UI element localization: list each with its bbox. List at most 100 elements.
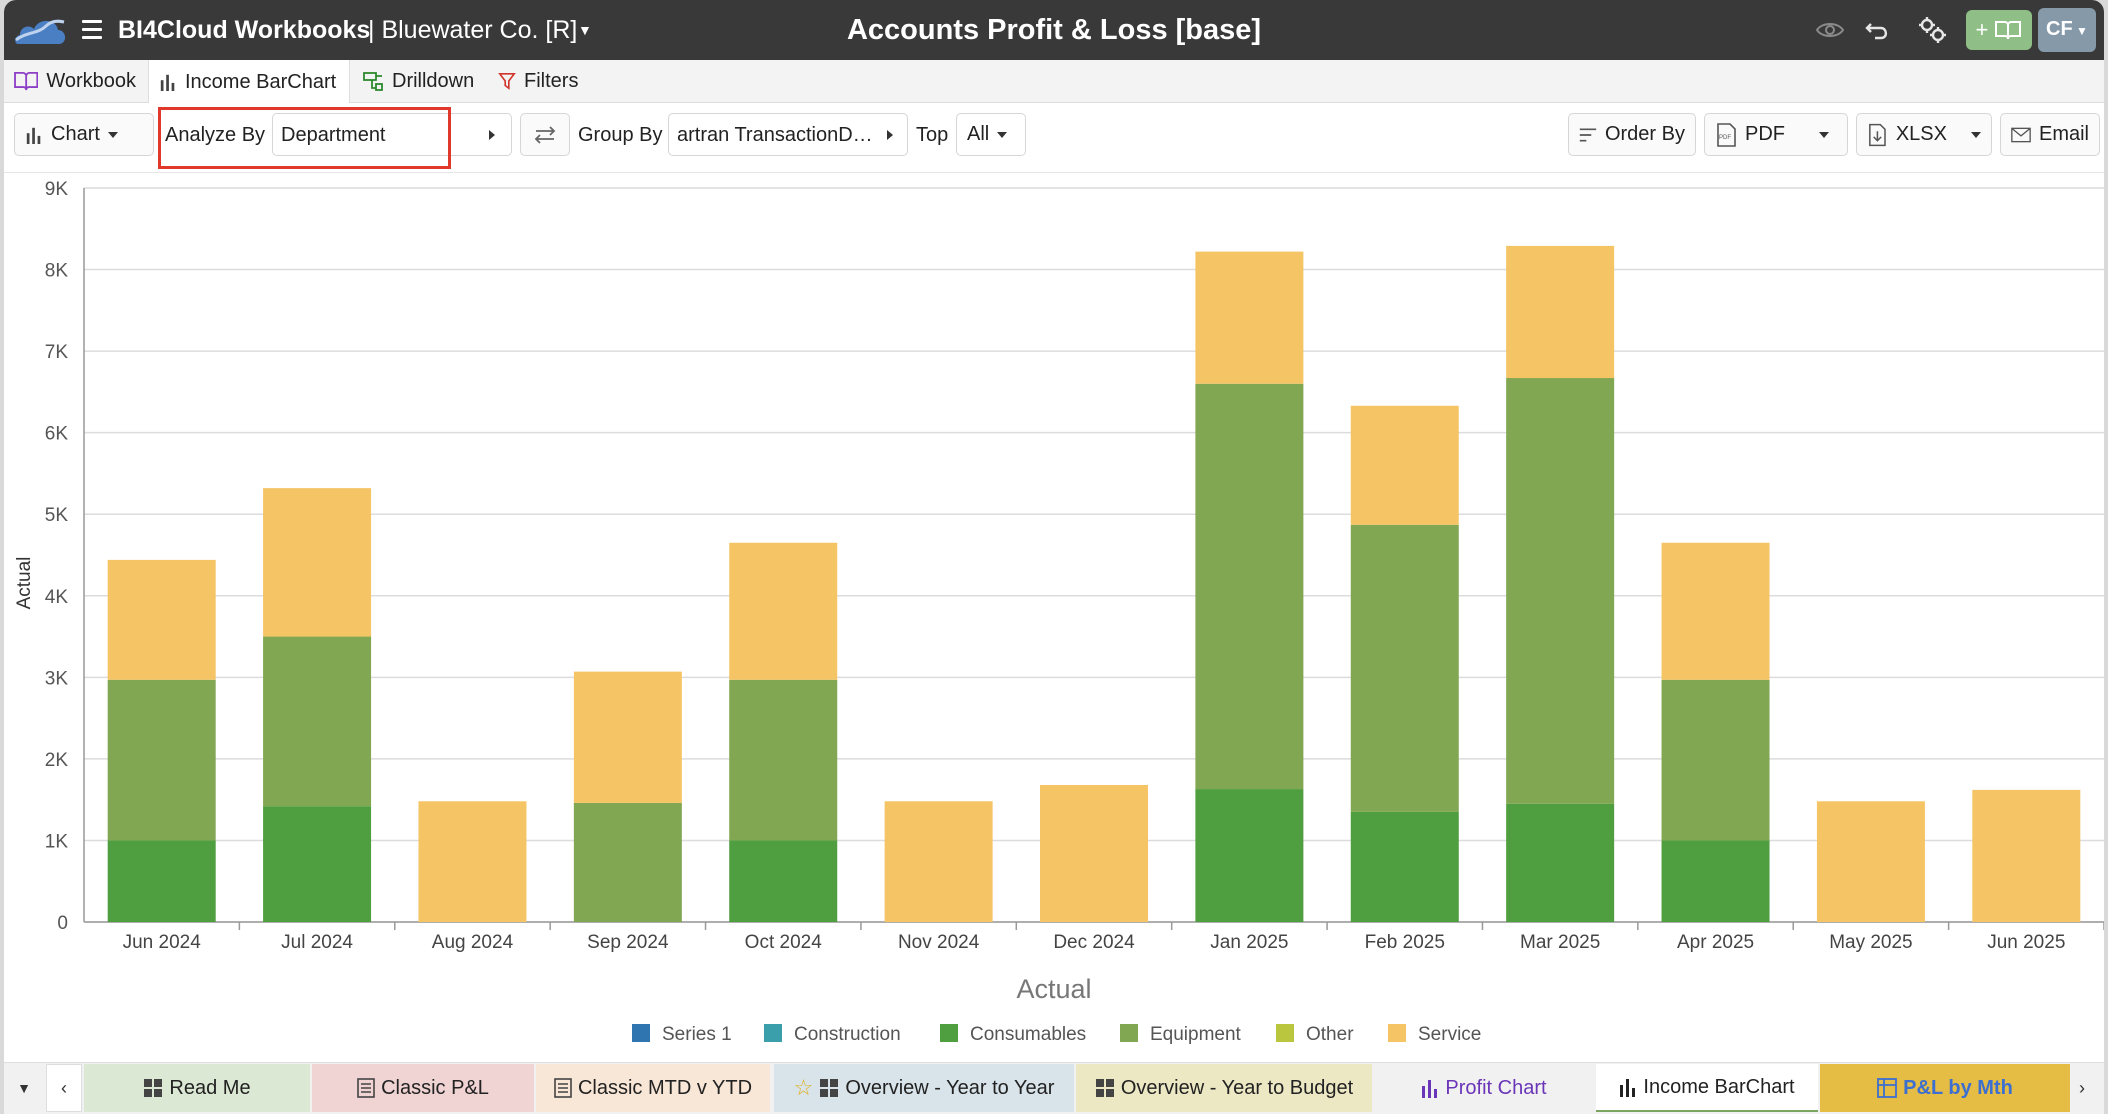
bar-chart-icon: [26, 127, 41, 144]
sheet-tab-classic-mtd-v-ytd[interactable]: Classic MTD v YTD: [536, 1064, 770, 1112]
email-button[interactable]: Email: [2000, 113, 2100, 156]
tabs-scroll-right-icon[interactable]: ›: [2079, 1077, 2085, 1098]
bar-service: [1040, 784, 1148, 922]
x-tick-label: Dec 2024: [1053, 932, 1135, 953]
bar-equipment: [1350, 524, 1459, 812]
bar-service: [1350, 405, 1459, 525]
analyze-by-label: Analyze By: [165, 124, 266, 146]
legend-label: Consumables: [970, 1024, 1086, 1045]
app-name: BI4Cloud Workbooks: [118, 16, 371, 44]
order-by-button[interactable]: Order By: [1568, 113, 1696, 156]
sheet-tab-overview-year-to-year[interactable]: ☆ Overview - Year to Year: [774, 1064, 1074, 1112]
legend-label: Equipment: [1150, 1024, 1242, 1045]
tab-drilldown[interactable]: Drilldown: [352, 60, 486, 102]
legend-swatch: [940, 1024, 958, 1042]
y-tick-label: 9K: [45, 179, 69, 200]
bar-equipment: [729, 679, 838, 841]
bar-consumables: [107, 840, 216, 922]
bar-consumables: [1195, 789, 1304, 922]
add-workbook-button[interactable]: +: [1966, 10, 2032, 50]
menu-icon[interactable]: [82, 20, 104, 40]
bar-chart-icon: [1619, 1077, 1637, 1097]
x-axis-title: Actual: [1016, 974, 1091, 1004]
settings-icon[interactable]: [1916, 14, 1948, 46]
view-tabs: Workbook Income BarChart Drilldown Filte…: [4, 60, 2104, 104]
y-tick-label: 0: [57, 913, 68, 934]
sheet-tab-classic-p-l[interactable]: Classic P&L: [312, 1064, 534, 1112]
undo-icon[interactable]: [1862, 14, 1894, 46]
x-tick-label: Aug 2024: [432, 932, 514, 953]
eye-icon[interactable]: [1814, 14, 1846, 46]
analyze-by-select[interactable]: Department: [272, 113, 512, 156]
bar-equipment: [573, 802, 682, 922]
pdf-file-icon: PDF: [1717, 122, 1736, 147]
sheet-tab-label: Income BarChart: [1643, 1075, 1795, 1098]
grid-icon: [1095, 1078, 1115, 1098]
bar-service: [263, 488, 372, 637]
legend-swatch: [632, 1024, 650, 1042]
bar-consumables: [1350, 811, 1459, 922]
legend-swatch: [1388, 1024, 1406, 1042]
company-selector[interactable]: | Bluewater Co. [R]: [368, 16, 578, 44]
tabs-menu-icon[interactable]: ▼: [17, 1080, 31, 1096]
chevron-down-icon: [1819, 131, 1829, 138]
pdf-export-button[interactable]: PDF PDF: [1704, 113, 1848, 156]
x-tick-label: Jun 2025: [1987, 932, 2065, 953]
bar-service: [1816, 801, 1925, 922]
bar-consumables: [263, 806, 372, 922]
y-tick-label: 4K: [45, 587, 69, 608]
tabs-scroll-left-icon[interactable]: ‹: [46, 1064, 82, 1112]
y-tick-label: 6K: [45, 424, 69, 445]
sheet-tab-p-l-by-mth[interactable]: P&L by Mth: [1820, 1064, 2070, 1112]
bar-consumables: [1506, 803, 1615, 922]
bar-service: [729, 542, 838, 680]
bi4cloud-logo-icon: [15, 19, 66, 44]
chevron-down-icon: [997, 131, 1008, 138]
tab-filters[interactable]: Filters: [488, 60, 592, 102]
legend-label: Construction: [794, 1024, 901, 1045]
x-tick-label: Sep 2024: [587, 932, 669, 953]
chart-svg: 0 1K 2K 3K 4K 5K 6K 7K 8K 9K Actual Jun 2024 Jul 202…: [14, 179, 2104, 1045]
y-tick-label: 8K: [45, 261, 69, 282]
book-icon: [14, 71, 39, 91]
bar-service: [1506, 245, 1615, 379]
y-tick-label: 1K: [45, 831, 69, 852]
tab-income-barchart[interactable]: Income BarChart: [148, 60, 350, 104]
sheet-tabs-bar: ▼ ‹ Read Me Classic P&L Classic MTD v YTD ☆…: [4, 1062, 2104, 1114]
bar-chart-icon: [1421, 1078, 1439, 1098]
group-by-select[interactable]: artran TransactionD…: [668, 113, 908, 156]
y-axis-title: Actual: [14, 557, 35, 610]
sheet-tab-income-barchart[interactable]: Income BarChart: [1596, 1064, 1818, 1112]
title-bar: BI4Cloud Workbooks | Bluewater Co. [R] ▼…: [4, 0, 2104, 60]
legend-swatch: [764, 1024, 782, 1042]
company-dropdown-icon[interactable]: ▼: [578, 22, 592, 38]
bar-equipment: [107, 679, 216, 841]
chart-type-button[interactable]: Chart: [14, 113, 154, 156]
bar-consumables: [1661, 840, 1770, 922]
sheet-tab-overview-year-to-budget[interactable]: Overview - Year to Budget: [1076, 1064, 1372, 1112]
bar-service: [418, 801, 527, 922]
chart-toolbar: Chart Analyze By Department Group By art…: [4, 103, 2104, 173]
legend-swatch: [1276, 1024, 1294, 1042]
star-icon: ☆: [793, 1075, 814, 1100]
pivot-icon: [1877, 1078, 1898, 1098]
envelope-icon: [2011, 127, 2031, 142]
xlsx-export-button[interactable]: XLSX: [1856, 113, 1992, 156]
sheet-tab-profit-chart[interactable]: Profit Chart: [1374, 1064, 1594, 1112]
bar-service: [1661, 542, 1770, 680]
sheet-tab-label: Read Me: [169, 1076, 251, 1099]
legend-label: Series 1: [662, 1024, 732, 1045]
x-tick-label: Jan 2025: [1210, 932, 1288, 953]
swap-arrows-icon: [534, 125, 556, 144]
top-select[interactable]: All: [956, 113, 1026, 156]
swap-button[interactable]: [520, 113, 570, 156]
x-tick-label: Mar 2025: [1520, 932, 1600, 953]
user-avatar[interactable]: CF ▼: [2038, 8, 2096, 52]
x-tick-label: Feb 2025: [1365, 932, 1445, 953]
sheet-tab-read-me[interactable]: Read Me: [84, 1064, 310, 1112]
sort-lines-icon: [1579, 127, 1597, 142]
svg-text:PDF: PDF: [1719, 135, 1731, 141]
y-tick-label: 2K: [45, 750, 69, 771]
tab-workbook[interactable]: Workbook: [4, 60, 146, 102]
bar-service: [1972, 789, 2081, 922]
